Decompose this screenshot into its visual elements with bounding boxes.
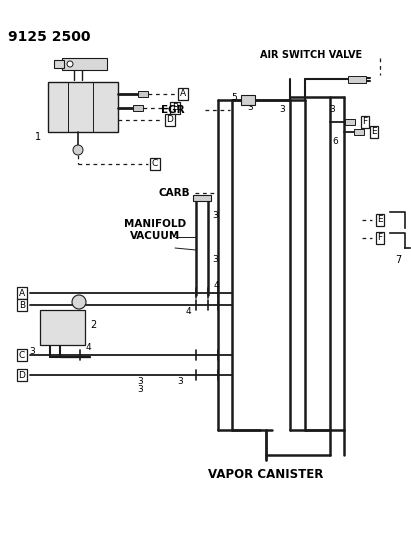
- Text: 5: 5: [231, 93, 237, 101]
- Bar: [348, 76, 366, 83]
- Circle shape: [72, 295, 86, 309]
- Text: 4: 4: [213, 281, 219, 290]
- Text: 3: 3: [137, 385, 143, 394]
- Text: A: A: [180, 90, 186, 99]
- Text: D: D: [18, 370, 25, 379]
- Bar: [138, 91, 148, 97]
- Text: 3: 3: [212, 255, 218, 264]
- Text: 2: 2: [90, 320, 96, 330]
- Text: E: E: [371, 127, 377, 136]
- Text: D: D: [166, 116, 173, 125]
- Text: 6: 6: [332, 138, 338, 147]
- Text: 7: 7: [395, 255, 401, 265]
- Text: MANIFOLD
VACUUM: MANIFOLD VACUUM: [124, 219, 186, 241]
- Bar: [241, 95, 255, 105]
- Bar: [54, 60, 64, 68]
- Text: 4: 4: [185, 308, 191, 317]
- Text: A: A: [19, 288, 25, 297]
- Text: EGR: EGR: [162, 105, 185, 115]
- Text: C: C: [19, 351, 25, 359]
- Text: VAPOR CANISTER: VAPOR CANISTER: [208, 468, 324, 481]
- Text: 3: 3: [137, 377, 143, 386]
- Text: 3: 3: [329, 106, 335, 115]
- Text: CARB: CARB: [158, 188, 190, 198]
- Bar: [48, 82, 118, 132]
- Bar: [40, 310, 85, 345]
- Text: 4: 4: [85, 343, 91, 352]
- Bar: [193, 195, 211, 201]
- Text: F: F: [363, 117, 367, 126]
- Text: 3: 3: [29, 346, 35, 356]
- Bar: [133, 105, 143, 111]
- Circle shape: [67, 61, 73, 67]
- Circle shape: [73, 145, 83, 155]
- Text: E: E: [377, 215, 383, 224]
- Text: F: F: [377, 233, 383, 243]
- Bar: [62, 58, 107, 70]
- Text: 3: 3: [212, 211, 218, 220]
- Text: 1: 1: [35, 132, 41, 142]
- Text: B: B: [19, 301, 25, 310]
- Text: AIR SWITCH VALVE: AIR SWITCH VALVE: [260, 50, 362, 60]
- Text: 9125 2500: 9125 2500: [8, 30, 90, 44]
- Text: C: C: [152, 159, 158, 168]
- Text: B: B: [172, 103, 178, 112]
- Text: 3: 3: [279, 106, 285, 115]
- Bar: [354, 129, 364, 135]
- Text: 3: 3: [177, 377, 183, 386]
- Text: 3: 3: [247, 103, 253, 112]
- Bar: [345, 119, 355, 125]
